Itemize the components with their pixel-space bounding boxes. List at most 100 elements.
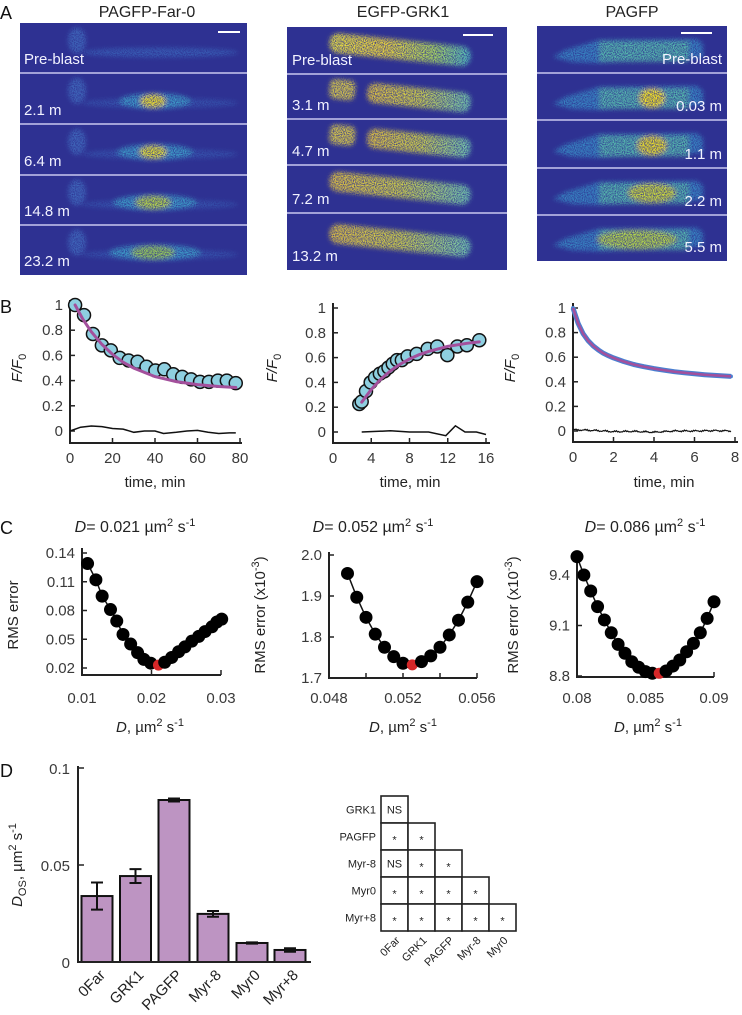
rms-point [110, 614, 124, 628]
fit-title: D= 0.086 µm2 s-1 [585, 517, 706, 536]
axes [332, 303, 490, 444]
frame-time-label: 5.5 m [684, 239, 722, 256]
cell-image [553, 133, 703, 158]
x-tick-label: 4 [650, 449, 658, 466]
y-tick-label: 1.8 [301, 629, 322, 646]
table-cell-value: * [473, 889, 478, 901]
x-tick-label: 0.09 [699, 690, 728, 707]
x-axis-label: time, min [380, 474, 441, 491]
frame-time-label: Pre-blast [662, 51, 723, 68]
bar-Myr-8 [196, 912, 230, 963]
category-label: Myr+8 [260, 967, 302, 1009]
y-axis-label: RMS error (x10-3) [250, 556, 269, 673]
table-cell: * [461, 903, 490, 932]
table-cell: * [434, 876, 463, 905]
x-tick-label: 80 [232, 450, 249, 467]
table-cell-value: NS [387, 859, 402, 871]
y-tick-label: 0.11 [47, 574, 75, 591]
table-cell-value: * [419, 862, 424, 874]
rms-point [442, 628, 456, 642]
table-cell-value: * [446, 916, 451, 928]
rms-point [433, 640, 447, 654]
rms-point [461, 595, 475, 609]
frame-time-label: 7.2 m [292, 191, 330, 208]
bar-PAGFP [157, 799, 191, 964]
table-cell: * [488, 903, 517, 932]
x-tick-label: 0.08 [562, 690, 591, 707]
table-cell: * [461, 876, 490, 905]
table-cell: * [380, 903, 409, 932]
error-bar [129, 868, 142, 885]
data-point [472, 332, 487, 348]
panel-a: PAGFP-Far-0 Pre-blast 2.1 m 6.4 m 14.8 m 23.2… [20, 4, 727, 275]
image-column-0: PAGFP-Far-0 Pre-blast 2.1 m 6.4 m 14.8 m 23.2… [20, 4, 247, 275]
rms-point [424, 649, 438, 663]
panel-label-d: D [0, 761, 13, 781]
table-row-label: PAGFP [340, 832, 376, 844]
x-tick-label: 60 [189, 450, 206, 467]
cell-image [329, 33, 471, 67]
x-tick-label: 0.02 [137, 690, 166, 707]
table-column-label: Myr0 [485, 935, 511, 961]
y-tick-label: 1 [318, 300, 326, 317]
frame-time-label: 6.4 m [24, 153, 62, 170]
y-tick-label: 0.4 [305, 374, 326, 391]
table-cell: NS [380, 795, 409, 824]
axes [81, 548, 221, 676]
cell-image [553, 39, 703, 63]
table-cell-value: * [473, 916, 478, 928]
rms-point [81, 557, 95, 571]
table-cell-value: * [419, 916, 424, 928]
cell-image [68, 27, 238, 58]
image-frame: 14.8 m [20, 174, 247, 225]
table-cell: NS [380, 849, 409, 878]
decay-plot-2: 0 2 4 6 8 0 0.2 0.4 0.6 0.8 1 F/F0 time, min [502, 300, 739, 491]
rms-point [396, 656, 410, 670]
cell-image [68, 128, 238, 161]
y-tick-label: 0 [558, 423, 566, 440]
y-tick-label: 0.6 [42, 347, 63, 364]
y-axis-label: DOS, µm2 s-1 [7, 823, 29, 907]
rms-point [470, 575, 484, 589]
rms-error-plot-0: 0.01 0.02 0.03 0.02 0.05 0.08 0.11 0.14D= 0.021… [5, 517, 236, 736]
table-cell: * [407, 849, 436, 878]
y-tick-label: 0.2 [42, 398, 63, 415]
rms-point [577, 568, 591, 582]
frame-time-label: 13.2 m [292, 248, 338, 265]
image-frame: 0.03 m [537, 72, 727, 120]
x-tick-label: 2 [609, 449, 617, 466]
y-tick-label: 1 [55, 297, 63, 314]
cell-image [329, 223, 471, 257]
category-label: Myr-8 [186, 967, 225, 1006]
rms-point [341, 566, 354, 580]
rms-point [597, 613, 611, 627]
image-column-title: EGFP-GRK1 [357, 4, 450, 21]
y-tick-label: 0.8 [305, 325, 326, 342]
error-bar [284, 947, 296, 953]
bar-Myr0 [235, 941, 269, 963]
rms-point [378, 640, 391, 654]
y-tick-label: 0.2 [545, 398, 566, 415]
cell-image [328, 124, 471, 158]
error-bar [91, 881, 103, 911]
bar-GRK1 [119, 875, 152, 963]
y-tick-label: 8.8 [549, 668, 570, 685]
rms-point [103, 603, 117, 617]
x-tick-label: 8 [405, 450, 413, 467]
y-tick-label: 0.4 [545, 374, 566, 391]
x-tick-label: 16 [478, 450, 495, 467]
y-axis-label: F/F0 [9, 354, 29, 383]
rms-point [95, 589, 109, 603]
axes [572, 303, 738, 443]
y-tick-label: 1.9 [301, 588, 322, 605]
y-tick-label: 0.14 [46, 545, 75, 562]
x-tick-label: 0.056 [458, 690, 496, 707]
table-cell: * [380, 876, 409, 905]
significance-table: GRK1 NS PAGFP * * Myr-8 NS * * Myr0 * * * * Myr+8 * * * * *… [340, 795, 517, 969]
image-frame: 2.1 m [20, 72, 247, 124]
table-column-label: Myr-8 [455, 935, 483, 963]
data-trace [570, 307, 732, 379]
y-tick-label: 0.02 [46, 660, 75, 677]
